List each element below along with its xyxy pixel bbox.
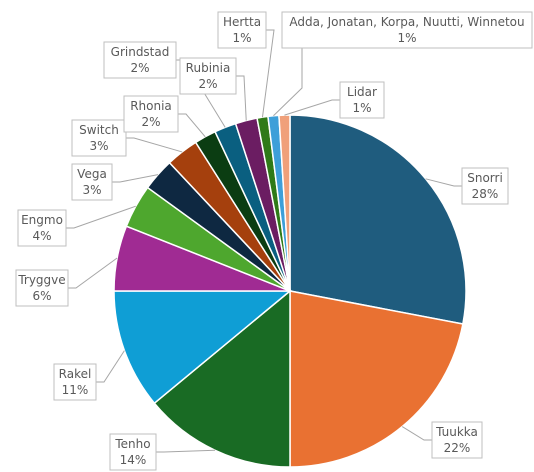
leader-line <box>156 449 216 453</box>
leader-line <box>273 48 303 117</box>
data-label: Rubinia 2% <box>179 57 237 95</box>
data-label-box <box>179 57 237 95</box>
data-label-box <box>17 209 67 247</box>
data-label: Rakel 11% <box>53 363 97 401</box>
data-label: Hertta 1% <box>217 11 267 49</box>
leader-line <box>68 257 118 289</box>
data-label-box <box>217 11 267 49</box>
data-label-category: Tenho <box>114 437 150 451</box>
data-label-box <box>103 41 177 79</box>
data-label-box <box>461 167 509 205</box>
leader-line <box>284 99 340 116</box>
data-label-box <box>281 11 533 49</box>
data-label-box <box>431 421 483 459</box>
data-label-category: Adda, Jonatan, Korpa, Nuutti, Winnetou <box>289 15 524 29</box>
data-label: Tryggve 6% <box>15 269 69 307</box>
data-label: Engmo 4% <box>17 209 67 247</box>
data-label: Tuukka 22% <box>431 421 483 459</box>
pie-slice-tenho <box>153 289 291 468</box>
data-label-value: 1% <box>397 31 416 45</box>
data-label-value: 2% <box>198 77 217 91</box>
leader-line <box>112 174 159 183</box>
leader-line <box>236 75 247 121</box>
data-label-value: 14% <box>120 453 147 467</box>
data-label: Adda, Jonatan, Korpa, Nuutti, Winnetou 1% <box>281 11 533 49</box>
data-label-value: 22% <box>444 441 471 455</box>
data-label: Grindstad 2% <box>103 41 177 79</box>
data-label-box <box>53 363 97 401</box>
data-label: Lidar 1% <box>339 81 385 119</box>
data-label-value: 6% <box>32 289 51 303</box>
leader-line <box>126 137 183 153</box>
leader-line <box>96 350 125 383</box>
data-label-category: Rubinia <box>186 61 231 75</box>
pie-slice-snorri <box>289 114 467 325</box>
leader-line <box>261 29 275 118</box>
leader-line <box>178 113 206 138</box>
data-label-box <box>71 163 113 201</box>
data-label-box <box>123 95 179 133</box>
data-label-category: Engmo <box>21 213 63 227</box>
data-label-category: Tryggve <box>17 273 65 287</box>
data-label-value: 1% <box>352 101 371 115</box>
pie-slice-tuukka <box>289 290 464 468</box>
data-label-box <box>15 269 69 307</box>
data-label: Snorri 28% <box>461 167 509 205</box>
data-label-box <box>109 433 157 471</box>
data-label-box <box>71 119 127 157</box>
data-label-value: 3% <box>89 139 108 153</box>
leader-line <box>401 426 432 441</box>
data-label-category: Rhonia <box>130 99 172 113</box>
leader-lines <box>66 29 462 453</box>
data-label: Tenho 14% <box>109 433 157 471</box>
data-label-value: 2% <box>130 61 149 75</box>
data-label: Vega 3% <box>71 163 113 201</box>
pie-slices <box>113 114 467 468</box>
data-label-category: Hertta <box>223 15 261 29</box>
leader-line <box>66 205 136 229</box>
data-labels: Snorri 28% Tuukka 22% Tenho 14% Rakel 11% Tryggv… <box>15 11 533 471</box>
data-label-category: Snorri <box>467 171 503 185</box>
data-label-box <box>339 81 385 119</box>
data-label-category: Switch <box>79 123 119 137</box>
data-label-category: Rakel <box>59 367 92 381</box>
data-label-value: 1% <box>232 31 251 45</box>
data-label-category: Grindstad <box>111 45 170 59</box>
data-label-value: 3% <box>82 183 101 197</box>
data-label-value: 11% <box>62 383 89 397</box>
data-label-category: Vega <box>77 167 107 181</box>
data-label-value: 2% <box>141 115 160 129</box>
data-label-category: Tuukka <box>435 425 478 439</box>
data-label-value: 28% <box>472 187 499 201</box>
leader-line <box>425 178 462 187</box>
data-label-value: 4% <box>32 229 51 243</box>
data-label-category: Lidar <box>347 85 377 99</box>
data-label: Switch 3% <box>71 119 127 157</box>
data-label: Rhonia 2% <box>123 95 179 133</box>
